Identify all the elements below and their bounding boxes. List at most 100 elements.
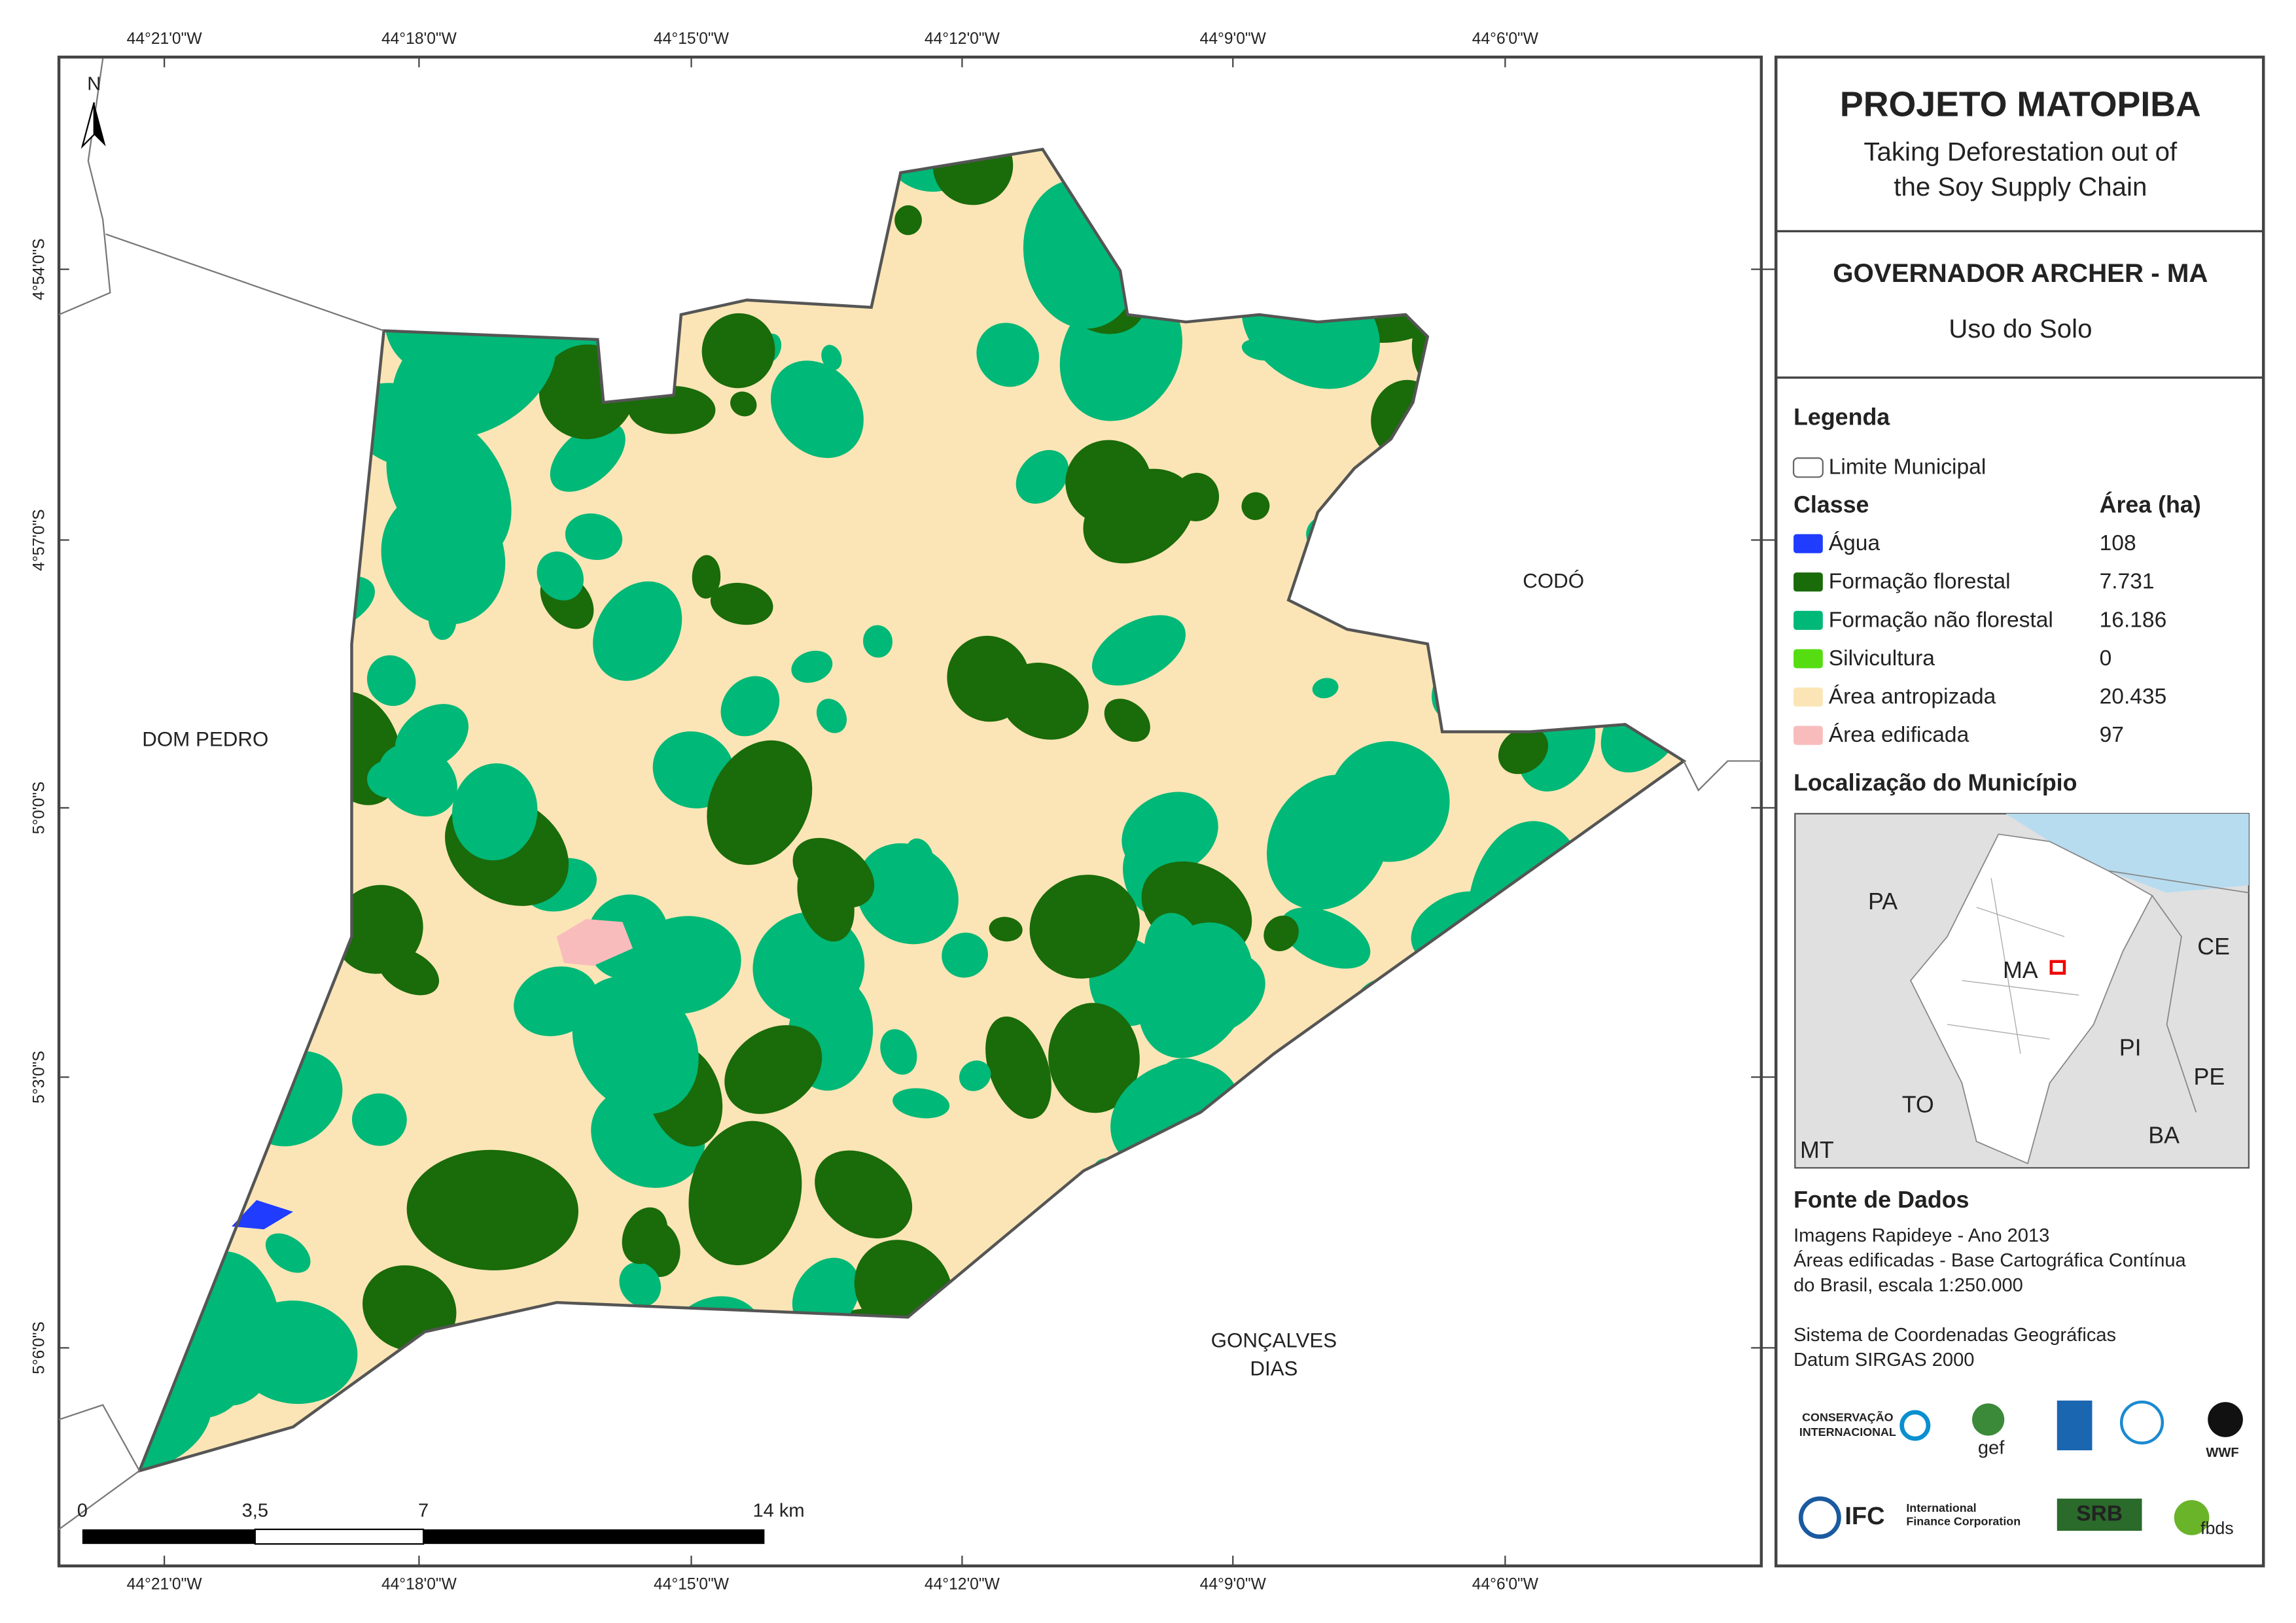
vegetation-patch — [797, 857, 855, 942]
longitude-label: 44°15'0"W — [654, 30, 730, 48]
inset-label: BA — [2148, 1123, 2180, 1149]
vegetation-patch — [565, 513, 623, 561]
side-panel — [1775, 56, 2265, 1567]
legend-area: 20.435 — [2100, 685, 2167, 709]
inset-labels: PA CE MA PI PE TO BA MT — [1800, 888, 2230, 1163]
legend-header: Classe — [1793, 492, 1869, 518]
vegetation-patch — [451, 763, 538, 861]
vegetation-patch — [1016, 449, 1069, 504]
place-label: GONÇALVES — [1211, 1329, 1337, 1352]
source-line: Sistema de Coordenadas Geográficas — [1793, 1325, 2116, 1346]
legend-swatch — [1793, 725, 1823, 745]
inset-label: PI — [2119, 1034, 2142, 1060]
legend-items: Água 108 Formação florestal 7.731 Formação n… — [1793, 531, 2166, 747]
latitude-label: 5°3'0"S — [30, 1051, 48, 1104]
legend-swatch — [1793, 649, 1823, 669]
legend-title: Legenda — [1793, 404, 1890, 430]
inset-label: TO — [1902, 1092, 1934, 1118]
legend-swatch — [1793, 534, 1823, 553]
vegetation-patch — [1267, 775, 1390, 910]
sources-title: Fonte de Dados — [1793, 1187, 1969, 1213]
neighbor-boundary — [58, 58, 1761, 1530]
vegetation-patch — [1280, 907, 1371, 969]
vegetation-patch — [265, 1233, 311, 1273]
vegetation-patch — [976, 323, 1039, 387]
place-label: DOM PEDRO — [142, 727, 268, 750]
vegetation-patch — [1091, 615, 1186, 686]
vegetation-patch — [572, 976, 699, 1114]
legend-swatch — [1793, 572, 1823, 592]
source-line: Áreas edificadas - Base Cartográfica Con… — [1793, 1249, 2186, 1271]
source-line: Imagens Rapideye - Ano 2013 — [1793, 1225, 2049, 1246]
subtitle: the Soy Supply Chain — [1894, 172, 2147, 201]
latitude-label: 5°6'0"S — [30, 1321, 48, 1374]
vegetation-patch — [701, 313, 775, 389]
vegetation-patch — [428, 597, 457, 640]
vegetation-patch — [985, 1016, 1051, 1119]
scale-label: 14 km — [752, 1501, 804, 1522]
latitude-label: 4°54'0"S — [30, 238, 48, 300]
vegetation-patch — [1312, 678, 1339, 699]
vegetation-patch — [989, 916, 1023, 942]
vegetation-patch — [433, 464, 508, 523]
built-area — [556, 918, 633, 966]
scale-segment — [82, 1529, 255, 1544]
place-label: CODÓ — [1523, 570, 1584, 593]
legend-area: 16.186 — [2100, 608, 2167, 632]
logo-text: CONSERVAÇÃO — [1802, 1410, 1893, 1424]
vegetation-patch — [710, 582, 773, 625]
vegetation-patch — [550, 421, 626, 492]
vegetation-patch — [880, 1029, 917, 1075]
vegetation-patch — [894, 205, 922, 236]
title: PROJETO MATOPIBA — [1840, 84, 2201, 124]
inset-label: CE — [2197, 934, 2230, 960]
vegetation-patch — [619, 1262, 662, 1307]
vegetation-patch — [942, 932, 988, 978]
vegetation-patch — [593, 581, 682, 681]
vegetation-patch — [730, 391, 757, 417]
vegetation-patch — [537, 551, 584, 601]
map-annotations: 44°21'0"W 44°21'0"W 44°18'0"W 44°18'0"W 44°1… — [30, 30, 1776, 1593]
vegetation-patch — [892, 1088, 950, 1119]
vegetation-patch — [791, 650, 833, 683]
boundary-swatch — [1792, 457, 1824, 478]
longitude-label: 44°9'0"W — [1200, 1575, 1267, 1593]
vegetation-patch — [770, 360, 864, 459]
latitude-label: 4°57'0"S — [30, 509, 48, 570]
legend-label: Área antropizada — [1829, 685, 1996, 709]
longitude-label: 44°12'0"W — [925, 1575, 1000, 1593]
vegetation-patch — [959, 1060, 991, 1091]
vegetation-patch — [1263, 915, 1299, 952]
vegetation-patch — [366, 655, 416, 707]
inset-label: MA — [2003, 957, 2038, 983]
vegetation-patch — [815, 1150, 913, 1239]
legend-swatch — [1793, 610, 1823, 630]
place-label: DIAS — [1250, 1357, 1298, 1380]
vegetation-patch — [351, 1093, 407, 1146]
inset-map — [1794, 812, 2250, 1169]
vegetation-patch — [1048, 1003, 1140, 1113]
vegetation-patch — [720, 676, 780, 737]
legend-label: Área edificada — [1829, 723, 1969, 747]
vegetation-patch — [1083, 468, 1194, 564]
vegetation-patch — [392, 304, 556, 440]
vegetation-patch — [1241, 492, 1270, 521]
legend-area: 0 — [2100, 646, 2112, 671]
logos: CONSERVAÇÃO INTERNACIONAL gef WWF IFC In… — [1798, 1400, 2243, 1539]
legend-area: 7.731 — [2100, 570, 2155, 594]
latitude-label: 5°0'0"S — [30, 782, 48, 835]
longitude-label: 44°12'0"W — [925, 30, 1000, 48]
vegetation-patch — [1104, 699, 1150, 742]
legend-label: Silvicultura — [1829, 646, 1935, 671]
scale-label: 3,5 — [242, 1501, 268, 1522]
source-line: do Brasil, escala 1:250.000 — [1793, 1275, 2023, 1296]
theme: Uso do Solo — [1949, 314, 2092, 343]
vegetation-patch — [855, 843, 959, 945]
water-body — [232, 1200, 294, 1230]
vegetation-patch — [406, 1149, 578, 1270]
vegetation-patch — [395, 704, 468, 771]
subtitle: Taking Deforestation out of — [1863, 137, 2178, 167]
vegetation-patch — [863, 625, 893, 658]
longitude-label: 44°6'0"W — [1472, 1575, 1539, 1593]
